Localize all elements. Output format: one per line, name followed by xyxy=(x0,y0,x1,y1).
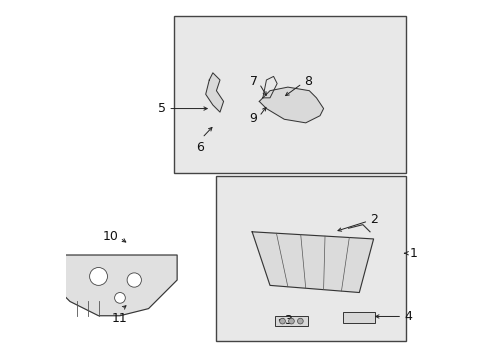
Circle shape xyxy=(289,318,294,324)
Text: 4: 4 xyxy=(404,310,412,323)
Bar xyxy=(343,312,375,323)
Text: 2: 2 xyxy=(370,213,378,226)
Polygon shape xyxy=(56,255,177,316)
Polygon shape xyxy=(252,232,373,293)
Bar xyxy=(173,16,406,173)
Text: 10: 10 xyxy=(102,230,118,243)
Text: 5: 5 xyxy=(158,102,167,115)
Text: 8: 8 xyxy=(304,75,312,88)
Text: 7: 7 xyxy=(249,75,258,88)
Circle shape xyxy=(115,293,125,303)
Circle shape xyxy=(297,318,303,324)
Circle shape xyxy=(280,318,285,324)
Text: 11: 11 xyxy=(112,312,128,325)
Text: 1: 1 xyxy=(409,247,417,260)
Bar xyxy=(275,316,308,327)
Text: 9: 9 xyxy=(249,112,258,125)
Text: 6: 6 xyxy=(196,141,204,154)
Polygon shape xyxy=(206,73,223,112)
Circle shape xyxy=(90,267,107,285)
Circle shape xyxy=(127,273,142,287)
Polygon shape xyxy=(259,87,323,123)
Bar xyxy=(217,176,406,341)
Text: 3: 3 xyxy=(284,314,292,327)
